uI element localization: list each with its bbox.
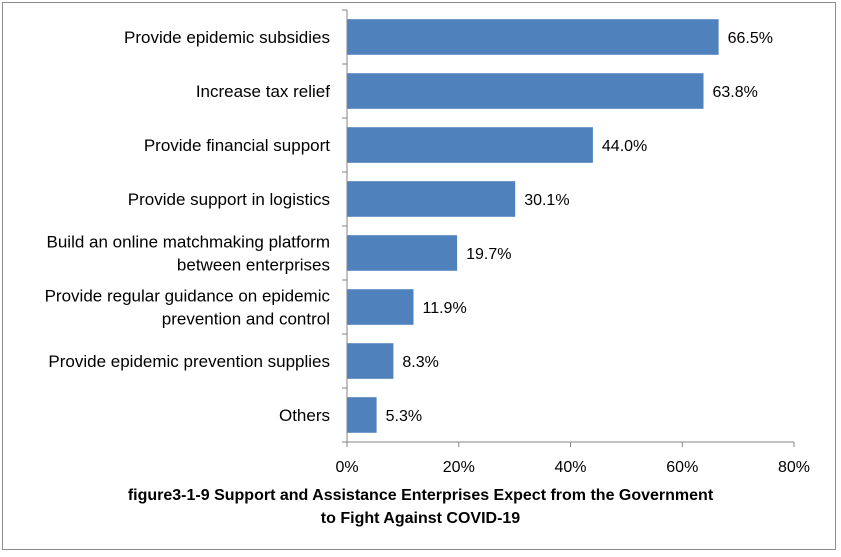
bar-4: [347, 235, 458, 271]
bar-chart: 66.5% Provide epidemic subsidies 63.8% Incr…: [45, 9, 810, 476]
category-label-7: Others: [279, 406, 330, 425]
value-label-1: 63.8%: [713, 84, 758, 101]
x-tick-label-3: 60%: [666, 459, 698, 476]
bar-6: [347, 343, 394, 379]
value-label-7: 5.3%: [386, 408, 422, 425]
bar-2: [347, 127, 593, 163]
value-label-3: 30.1%: [524, 192, 569, 209]
category-label-4-line-1: between enterprises: [177, 256, 330, 275]
bar-5: [347, 289, 414, 325]
value-label-2: 44.0%: [602, 138, 647, 155]
x-tick-label-0: 0%: [335, 459, 358, 476]
value-label-4: 19.7%: [466, 246, 511, 263]
chart-frame: [2, 2, 836, 550]
category-label-0: Provide epidemic subsidies: [124, 28, 330, 47]
bar-0: [347, 19, 719, 55]
bar-7: [347, 397, 377, 433]
bar-3: [347, 181, 516, 217]
figure-caption: figure3-1-9 Support and Assistance Enter…: [0, 484, 841, 530]
value-label-5: 11.9%: [423, 300, 467, 317]
bar-1: [347, 73, 704, 109]
value-label-0: 66.5%: [728, 30, 773, 47]
category-label-1: Increase tax relief: [196, 82, 330, 101]
value-label-6: 8.3%: [402, 354, 438, 371]
caption-line-2: to Fight Against COVID-19: [320, 510, 521, 527]
category-label-6: Provide epidemic prevention supplies: [48, 352, 330, 371]
category-label-4-line-0: Build an online matchmaking platform: [47, 233, 330, 252]
caption-line-1: figure3-1-9 Support and Assistance Enter…: [127, 487, 714, 504]
category-label-3: Provide support in logistics: [128, 190, 330, 209]
category-label-2: Provide financial support: [144, 136, 330, 155]
category-label-5-line-1: prevention and control: [162, 310, 330, 329]
x-tick-label-2: 40%: [554, 459, 586, 476]
category-label-5-line-0: Provide regular guidance on epidemic: [45, 287, 331, 306]
x-tick-label-4: 80%: [778, 459, 810, 476]
x-tick-label-1: 20%: [443, 459, 475, 476]
